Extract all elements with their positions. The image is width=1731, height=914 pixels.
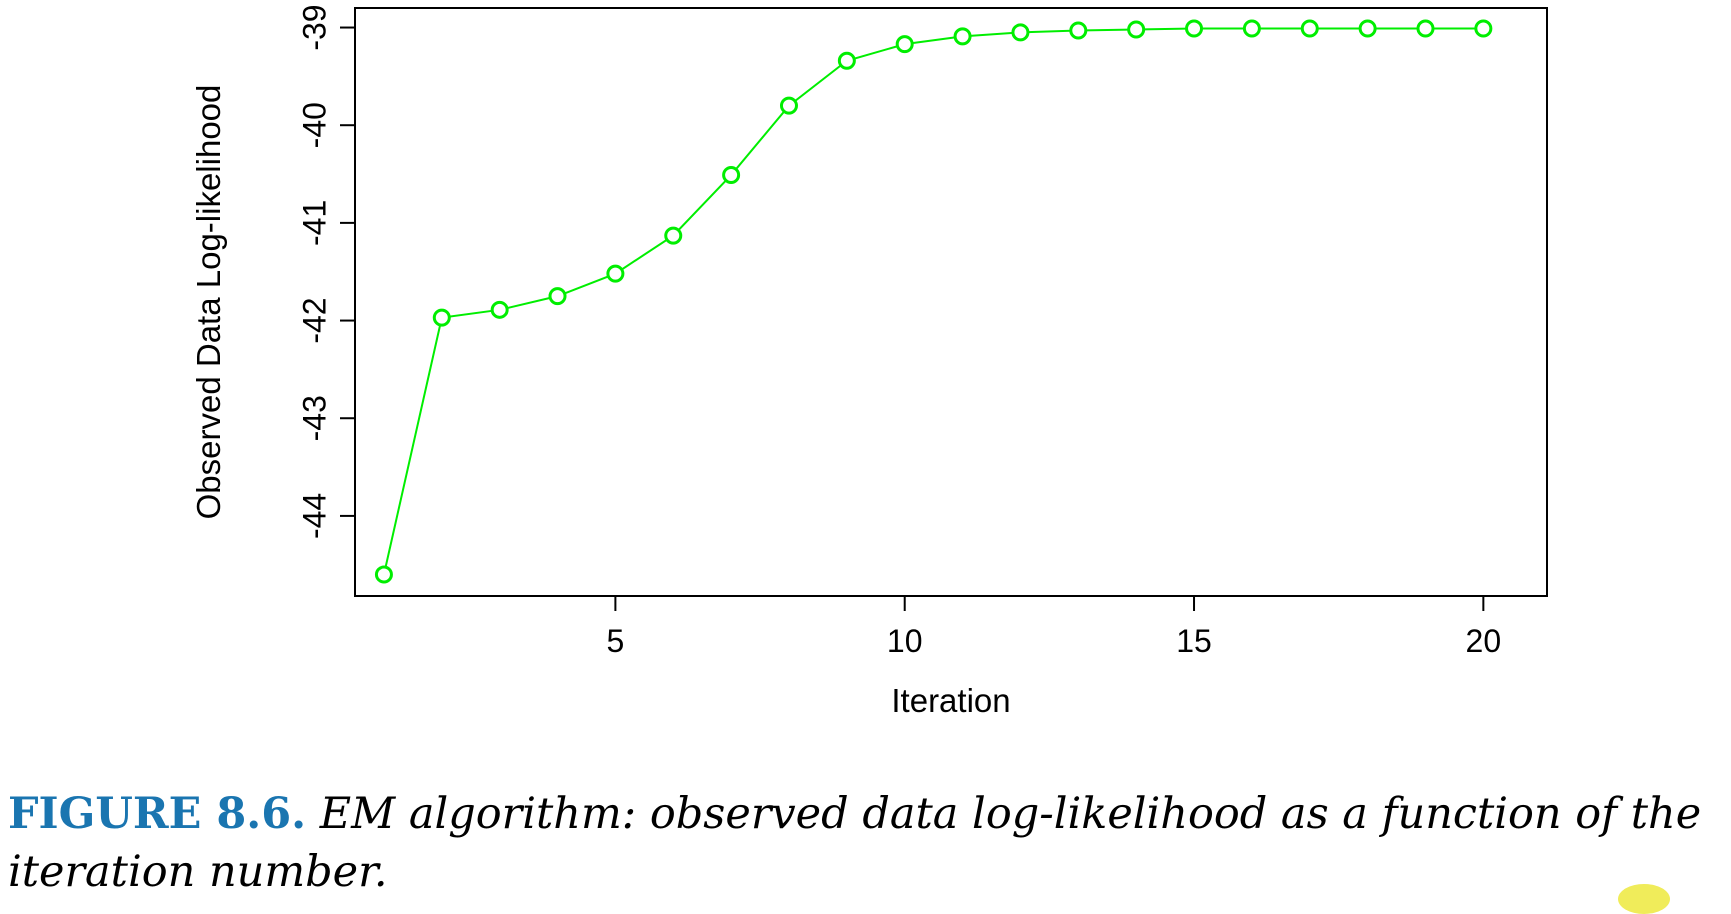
data-point (664, 226, 683, 245)
figure-caption: FIGURE 8.6. EM algorithm: observed data … (8, 785, 1723, 901)
y-axis: -44 -43 -42 -41 -40 -39 (296, 4, 355, 539)
y-tick-label: -39 (296, 4, 332, 50)
data-point (374, 565, 393, 584)
data-point (779, 96, 798, 115)
data-point (722, 166, 741, 185)
y-tick-label: -43 (296, 395, 332, 441)
x-axis-label: Iteration (891, 682, 1010, 719)
x-tick-label: 5 (606, 623, 624, 659)
x-tick-label: 15 (1176, 623, 1212, 659)
data-point (837, 51, 856, 70)
x-tick-label: 20 (1466, 623, 1502, 659)
y-tick-label: -41 (296, 200, 332, 246)
y-axis-label: Observed Data Log-likelihood (190, 85, 227, 520)
y-tick-label: -40 (296, 102, 332, 148)
x-axis: 5 10 15 20 (606, 596, 1501, 659)
data-point (953, 27, 972, 46)
data-point (1416, 19, 1435, 38)
series-line (382, 27, 1484, 575)
data-point (895, 35, 914, 54)
data-point (606, 264, 625, 283)
caption-label: FIGURE 8.6. (8, 789, 307, 839)
plot-frame (354, 7, 1548, 597)
data-point (1011, 23, 1030, 42)
data-point (1242, 19, 1261, 38)
data-point (1127, 20, 1146, 39)
y-tick-label: -42 (296, 297, 332, 343)
chart: -44 -43 -42 -41 -40 -39 5 10 15 20 Iteration Obs… (190, 4, 1548, 719)
data-point (548, 287, 567, 306)
x-tick-label: 10 (887, 623, 923, 659)
data-point (432, 308, 451, 327)
series-group (374, 19, 1493, 584)
y-tick-label: -44 (296, 493, 332, 539)
data-point (1474, 19, 1493, 38)
data-point (1069, 21, 1088, 40)
data-point (1358, 19, 1377, 38)
caption-text: EM algorithm: observed data log-likeliho… (8, 789, 1702, 897)
data-point (1300, 19, 1319, 38)
decorative-yellow-blob (1618, 884, 1670, 914)
data-point (1185, 19, 1204, 38)
data-point (490, 300, 509, 319)
